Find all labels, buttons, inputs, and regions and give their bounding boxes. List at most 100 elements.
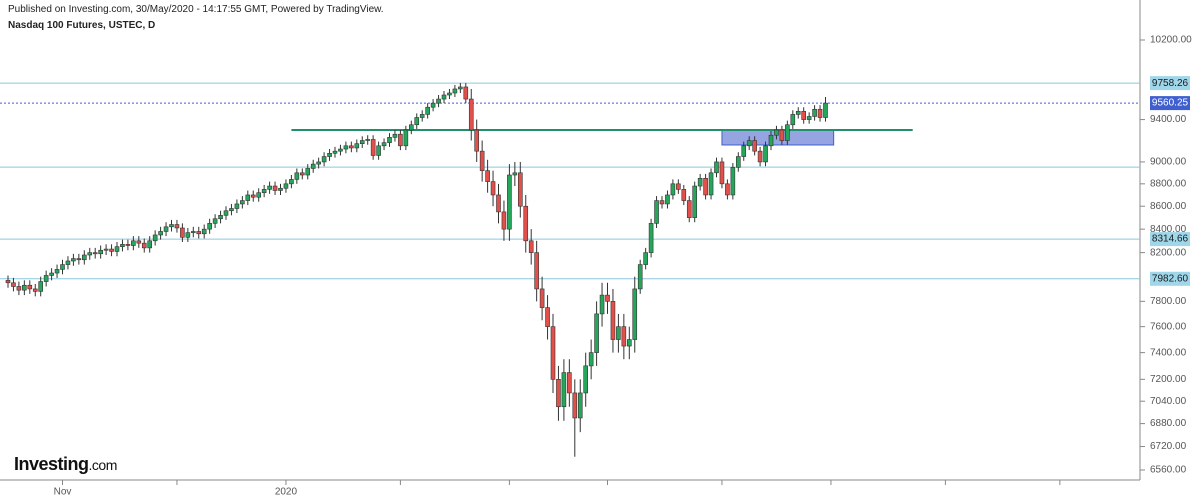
x-tick-label: 2020 [275,487,298,498]
candle-body [746,140,752,147]
candle-body [795,111,801,115]
candle-body [539,288,545,308]
y-tick-label: 6560.00 [1150,465,1187,476]
candle-body [196,231,202,235]
candle-body [757,150,763,163]
candle-body [316,161,321,165]
y-tick-label: 7400.00 [1150,347,1187,358]
candle-body [463,86,469,100]
price-label: 9560.25 [1152,98,1189,109]
candle-body [567,372,572,394]
candle-body [223,210,229,216]
candle-body [332,150,338,154]
candle-body [191,231,196,233]
candle-body [654,200,659,224]
candle-body [376,145,381,156]
candle-body [11,282,16,287]
candle-body [697,178,703,187]
candle-body [626,339,632,347]
candle-body [343,145,349,150]
candle-body [359,140,365,145]
candle-body [98,249,103,255]
candle-body [245,194,251,201]
candle-body [703,178,708,196]
candle-body [774,129,779,136]
candle-body [365,139,371,141]
candle-body [425,106,430,115]
candle-body [496,194,501,213]
candle-body [234,203,240,209]
candle-body [278,187,283,191]
candle-body [283,183,289,189]
y-tick-label: 8600.00 [1150,201,1187,212]
candle-body [583,365,589,394]
candle-body [60,264,65,270]
candle-body [321,156,327,163]
candle-body [174,224,180,229]
candle-body [594,313,599,353]
y-tick-label: 9400.00 [1150,114,1187,125]
y-tick-label: 8200.00 [1150,247,1187,258]
candle-body [686,200,692,218]
candle-body [54,269,60,274]
candle-body [817,108,823,118]
candle-body [599,294,605,315]
candle-body [534,252,539,290]
candle-body [229,208,234,212]
candle-body [523,205,529,242]
candle-body [49,272,54,276]
y-tick-label: 10200.00 [1150,35,1192,46]
candle-body [659,200,665,205]
candle-body [643,252,648,265]
candle-body [501,211,507,230]
price-label-box [1150,271,1190,286]
candle-body [735,156,741,168]
candle-body [392,133,398,138]
candle-body [741,145,747,157]
candle-body [256,192,262,198]
candle-body [131,240,136,246]
logo-suffix: .com [88,457,118,473]
candle-body [785,124,790,141]
candle-body [289,179,294,185]
price-label: 7982.60 [1152,273,1189,284]
published-note: Published on Investing.com, 30/May/2020 … [8,4,384,15]
candle-body [65,260,71,265]
candle-body [92,252,98,255]
candle-body [768,134,774,147]
candle-body [370,139,376,156]
candle-body [588,352,594,367]
candle-body [201,228,207,235]
candle-body [5,280,11,284]
candle-body [27,284,33,290]
candle-body [507,174,512,230]
candle-body [725,183,730,196]
candle-body [169,224,174,228]
y-tick-label: 8800.00 [1150,178,1187,189]
candle-body [408,124,414,131]
candle-body [490,181,496,196]
candle-body [561,372,567,408]
y-tick-label: 7800.00 [1150,296,1187,307]
candle-body [218,215,223,220]
candle-body [338,148,343,152]
candle-body [310,163,316,169]
candle-body [752,140,757,152]
candle-body [779,129,785,141]
candle-body [294,172,300,180]
candle-body [158,231,163,236]
candle-body [577,392,583,419]
candle-body [485,170,490,182]
candle-body [305,168,311,176]
candle-body [692,185,698,218]
candle-body [719,161,725,185]
candle-body [479,150,485,171]
candle-body [474,129,480,152]
price-label-box [1150,76,1190,91]
price-label-box [1150,232,1190,247]
candle-body [76,258,82,261]
candle-body [120,244,125,247]
candle-body [261,189,267,194]
candle-body [512,172,518,176]
candle-body [32,288,38,292]
